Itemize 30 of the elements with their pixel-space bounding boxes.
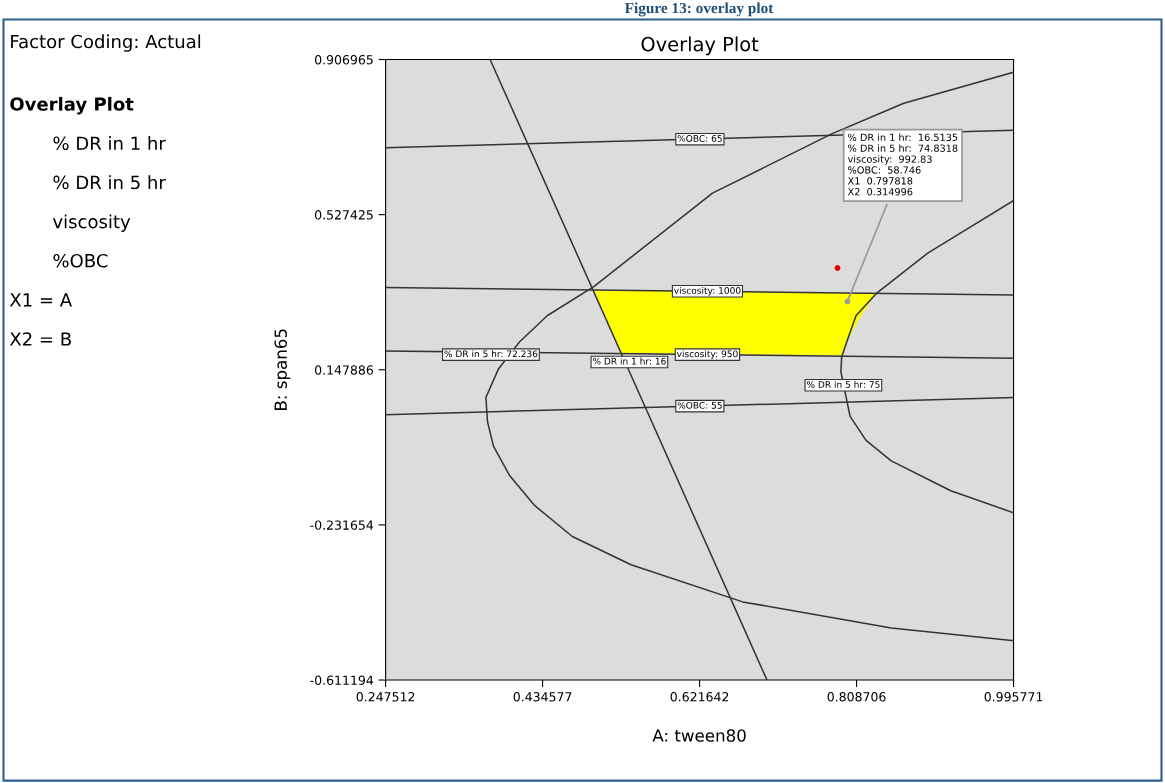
text: % DR in 1 hr (53, 136, 166, 151)
text: Factor Coding: Actual (11, 34, 201, 52)
annotation: viscosity: 1000 (674, 286, 741, 296)
y-tick-label: 0.527425 (314, 210, 373, 220)
y-tick-label: -0.611194 (310, 675, 374, 685)
chart-title: Overlay Plot (641, 36, 759, 56)
annotation: % DR in 5 hr: 72.236 (444, 350, 538, 358)
x-tick-label: 0.621642 (670, 692, 729, 702)
y-tick-label: 0.906965 (314, 54, 373, 65)
caption: Figure 13: overlay plot (624, 2, 774, 17)
annotation: %OBC: 55 (677, 401, 722, 409)
text: X2 = B (9, 332, 71, 346)
text: X1 = A (9, 293, 72, 307)
x-tick-label: 0.434577 (513, 692, 572, 702)
annotation: % DR in 1 hr: 16 (592, 357, 666, 365)
x-axis-title: A: tween80 (652, 729, 746, 742)
text: Overlay Plot (10, 96, 134, 115)
y-tick-label: -0.231654 (310, 520, 374, 530)
x-tick-label: 0.995771 (984, 692, 1043, 702)
annotation: viscosity: 950 (676, 350, 738, 359)
x-tick-label: 0.247512 (356, 692, 415, 702)
annotation: % DR in 5 hr: 75 (806, 380, 880, 388)
x-tick-label: 0.808706 (827, 692, 886, 702)
y-tick-label: 0.147886 (314, 365, 374, 375)
annotation: % DR in 1 hr: 16.5135 % DR in 5 hr: 74.8318 viscosity: 992.83 %OBC: 58.746 X1 0.797818 X2 0.314996 (847, 133, 958, 196)
text: %OBC (53, 253, 108, 268)
y-axis-title: B: span65 (274, 329, 291, 410)
text: % DR in 5 hr (53, 175, 166, 190)
annotation: %OBC: 65 (677, 134, 722, 142)
text: viscosity (52, 214, 131, 232)
